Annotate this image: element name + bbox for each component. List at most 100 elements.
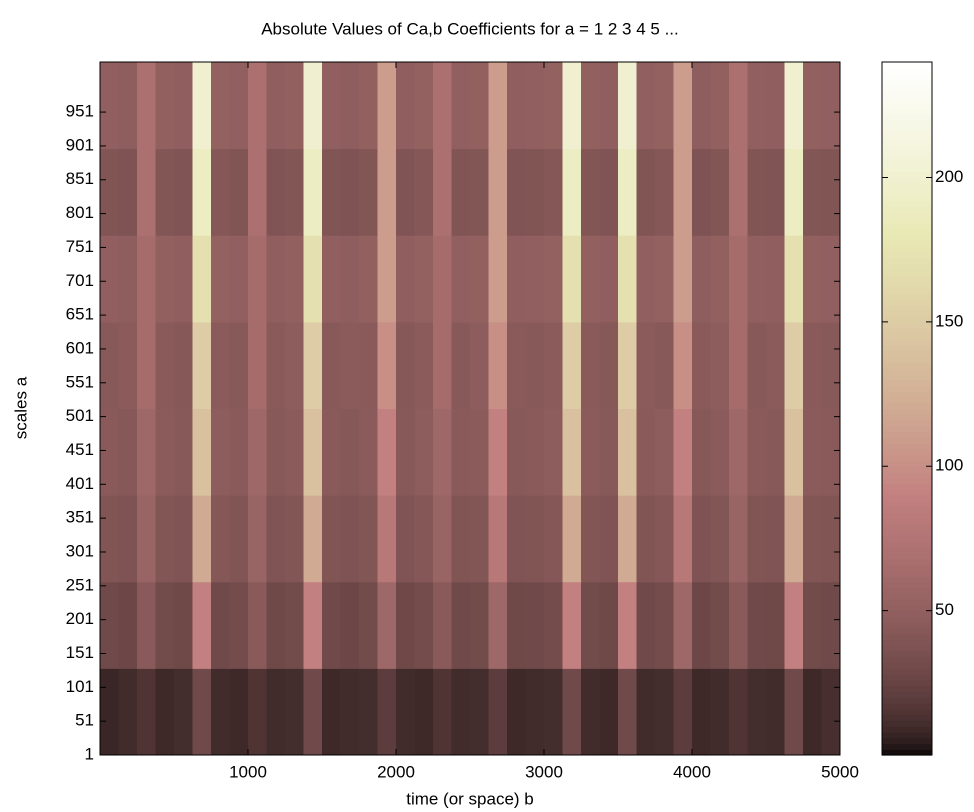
heatmap-cell: [377, 62, 397, 150]
heatmap-cell: [747, 408, 767, 496]
heatmap-cell: [118, 62, 138, 150]
heatmap-cell: [211, 321, 230, 409]
heatmap-cell: [396, 408, 415, 496]
colorbar-band: [882, 177, 932, 184]
heatmap-cell: [562, 235, 582, 323]
heatmap-cell: [137, 668, 156, 756]
heatmap-cell: [470, 62, 489, 150]
heatmap-cell: [396, 581, 415, 669]
colorbar-band: [882, 472, 932, 479]
y-tick-label: 751: [66, 237, 94, 256]
colorbar-band: [882, 599, 932, 606]
colorbar-band: [882, 90, 932, 98]
y-tick-label: 201: [66, 609, 94, 628]
heatmap-cell: [285, 495, 304, 583]
heatmap-cell: [525, 321, 545, 409]
colorbar-band: [882, 339, 932, 346]
heatmap-cell: [229, 408, 249, 496]
heatmap-cell: [377, 321, 397, 409]
heatmap-cell: [692, 148, 711, 236]
colorbar-band: [882, 264, 932, 271]
colorbar-band: [882, 67, 932, 75]
heatmap-cell: [544, 668, 563, 756]
y-tick-label: 351: [66, 508, 94, 527]
heatmap-cell: [581, 408, 600, 496]
heatmap-cell: [618, 321, 637, 409]
heatmap-cell: [507, 148, 526, 236]
heatmap-cell: [192, 408, 212, 496]
heatmap-cell: [784, 235, 804, 323]
colorbar-band: [882, 662, 932, 669]
heatmap-cell: [266, 668, 286, 756]
heatmap-cell: [451, 235, 471, 323]
heatmap-cell: [692, 668, 711, 756]
heatmap-cell: [673, 62, 693, 150]
heatmap-cell: [174, 581, 193, 669]
heatmap-cell: [174, 62, 193, 150]
colorbar-band: [882, 483, 932, 490]
heatmap-cell: [766, 62, 785, 150]
heatmap-cell: [451, 62, 471, 150]
colorbar-band: [882, 113, 932, 121]
heatmap-cell: [729, 668, 748, 756]
colorbar-band: [882, 85, 932, 92]
heatmap-cell: [433, 321, 452, 409]
colorbar-frame: [881, 61, 933, 756]
heatmap-cell: [211, 495, 230, 583]
y-tick-label: 251: [66, 575, 94, 594]
heatmap-cell: [155, 62, 175, 150]
colorbar-band: [882, 217, 932, 225]
heatmap-cell: [821, 668, 841, 756]
colorbar-band: [882, 148, 932, 155]
heatmap-cell: [451, 321, 471, 409]
y-tick-label: 101: [66, 677, 94, 696]
y-tick-label: 551: [66, 372, 94, 391]
heatmap-cell: [433, 668, 452, 756]
colorbar-band: [882, 206, 932, 213]
colorbar-band: [882, 524, 932, 531]
heatmap-cell: [673, 581, 693, 669]
heatmap-cell: [729, 408, 748, 496]
heatmap-cell: [581, 148, 600, 236]
heatmap-cell: [192, 495, 212, 583]
heatmap-cell: [710, 581, 730, 669]
colorbar-band: [882, 229, 932, 236]
heatmap-cell: [544, 408, 563, 496]
heatmap-cell: [655, 581, 674, 669]
colorbar-band: [882, 529, 932, 537]
heatmap-cell: [747, 235, 767, 323]
colorbar-band: [882, 235, 932, 242]
y-axis-label: scales a: [11, 376, 30, 439]
heatmap-cell: [544, 581, 563, 669]
heatmap-cell: [359, 408, 378, 496]
colorbar-band: [882, 362, 932, 369]
heatmap-cell: [507, 321, 526, 409]
heatmap-cell: [229, 668, 249, 756]
colorbar-band: [882, 212, 932, 219]
heatmap-cell: [636, 408, 656, 496]
heatmap-cell: [396, 62, 415, 150]
y-tick-label: 451: [66, 440, 94, 459]
colorbar-band: [882, 633, 932, 641]
heatmap-cell: [618, 495, 637, 583]
heatmap-cell: [692, 408, 711, 496]
heatmap-cell: [192, 62, 212, 150]
colorbar-band: [882, 304, 932, 311]
colorbar-band: [882, 385, 932, 392]
colorbar-band: [882, 714, 932, 721]
heatmap-cell: [322, 148, 341, 236]
colorbar-band: [882, 344, 932, 352]
heatmap-cell: [211, 148, 230, 236]
heatmap-cell: [303, 495, 323, 583]
y-tick-label: 651: [66, 305, 94, 324]
colorbar-band: [882, 581, 932, 589]
heatmap-cell: [729, 235, 748, 323]
heatmap-cell: [266, 62, 286, 150]
heatmap-cell: [488, 668, 508, 756]
heatmap-cell: [100, 321, 119, 409]
heatmap-cell: [525, 235, 545, 323]
colorbar-band: [882, 73, 932, 80]
heatmap-cell: [618, 148, 637, 236]
heatmap-cell: [266, 235, 286, 323]
